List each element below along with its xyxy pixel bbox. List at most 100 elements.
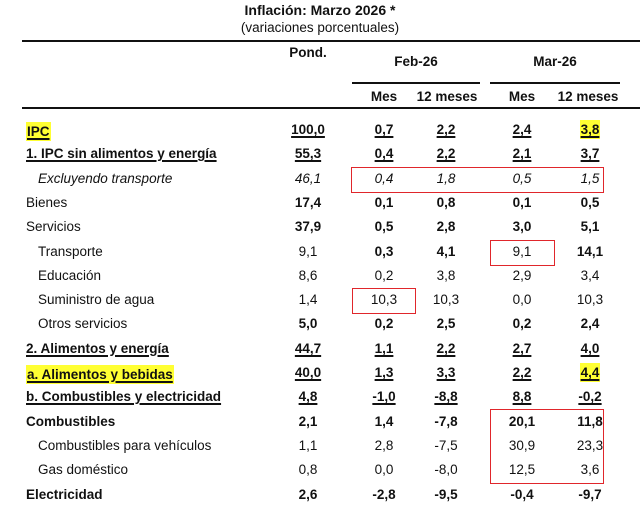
table-cell: 46,1 (278, 171, 338, 186)
cell-value: 0,4 (374, 170, 394, 186)
header-mar-12-meses: 12 meses (557, 89, 619, 104)
row-label: Educación (38, 267, 102, 283)
header-feb-12-meses: 12 meses (416, 89, 478, 104)
cell-value: 8,6 (298, 267, 318, 283)
cell-value: 0,3 (374, 243, 394, 259)
table-cell: 2,4 (492, 122, 552, 137)
cell-value: 17,4 (294, 194, 322, 210)
row-label: Excluyendo transporte (38, 170, 173, 186)
cell-value: 3,0 (512, 219, 532, 235)
table-cell: -9,5 (416, 487, 476, 502)
row-label: Suministro de agua (38, 292, 155, 308)
table-cell: 4,1 (416, 244, 476, 259)
row-label: Combustibles para vehículos (38, 437, 212, 453)
cell-value: 55,3 (294, 146, 322, 162)
table-cell: 3,0 (492, 219, 552, 234)
header-feb-mes: Mes (370, 89, 398, 104)
table-cell: 2,1 (492, 146, 552, 161)
cell-value: -0,4 (510, 486, 534, 502)
table-cell: 0,2 (354, 316, 414, 331)
cell-value: 2,1 (512, 146, 532, 162)
table-cell: 0,5 (354, 219, 414, 234)
table-cell: -8,0 (416, 462, 476, 477)
table-row: Suministro de agua 1,4 10,3 10,3 0,0 10,3 (0, 288, 640, 312)
table-cell: 11,8 (560, 414, 620, 429)
highlight-box-combustibles-mar (490, 409, 604, 484)
cell-value: 2,6 (298, 486, 318, 502)
table-cell: -0,2 (560, 389, 620, 404)
table-cell: 5,1 (560, 219, 620, 234)
table-cell: -7,8 (416, 414, 476, 429)
table-cell: 0,3 (354, 244, 414, 259)
table-cell: 3,7 (560, 146, 620, 161)
table-cell: 20,1 (492, 414, 552, 429)
table-row: IPC 100,0 0,7 2,2 2,4 3,8 (0, 118, 640, 142)
cell-value: 2,8 (374, 437, 394, 453)
cell-value: 3,8 (579, 120, 601, 139)
table-cell: 0,2 (354, 268, 414, 283)
table-cell: -8,8 (416, 389, 476, 404)
cell-value: 2,2 (436, 340, 456, 356)
table-row: Electricidad 2,6 -2,8 -9,5 -0,4 -9,7 (0, 483, 640, 507)
cell-value: 9,1 (298, 243, 318, 259)
table-cell: 3,4 (560, 268, 620, 283)
table-cell: 2,1 (278, 414, 338, 429)
header-bottom-rule (22, 107, 640, 109)
table-cell: -7,5 (416, 438, 476, 453)
cell-value: 0,2 (512, 316, 532, 332)
table-cell: 2,4 (560, 316, 620, 331)
table-cell: 0,0 (354, 462, 414, 477)
table-cell: 14,1 (560, 244, 620, 259)
table-cell: -2,8 (354, 487, 414, 502)
table-cell: 2,6 (278, 487, 338, 502)
cell-value: 100,0 (291, 122, 325, 137)
table-row: a. Alimentos y bebidas 40,0 1,3 3,3 2,2 4,4 (0, 361, 640, 385)
row-label: Combustibles (26, 413, 116, 429)
cell-value: 2,4 (580, 316, 600, 332)
row-label: b. Combustibles y electricidad (26, 389, 222, 405)
cell-value: 2,1 (298, 413, 318, 429)
row-label: Electricidad (26, 486, 103, 502)
table-cell: 8,6 (278, 268, 338, 283)
table-cell: 9,1 (278, 244, 338, 259)
table-cell: 0,8 (416, 195, 476, 210)
table-cell: 40,0 (278, 365, 338, 380)
cell-value: 2,4 (512, 122, 532, 137)
row-label: Otros servicios (38, 316, 128, 332)
cell-value: 4,4 (579, 363, 601, 382)
table-row: Combustibles 2,1 1,4 -7,8 20,1 11,8 (0, 410, 640, 434)
cell-value: -8,8 (434, 389, 458, 405)
table-cell: 2,2 (416, 146, 476, 161)
cell-value: 3,8 (436, 267, 456, 283)
cell-value: 2,2 (436, 146, 456, 162)
table-cell: 0,1 (354, 195, 414, 210)
cell-value: 0,5 (374, 219, 394, 235)
cell-value: 1,4 (374, 413, 394, 429)
cell-value: 0,5 (512, 170, 532, 186)
cell-value: 3,3 (436, 365, 456, 380)
table-cell: 3,6 (560, 462, 620, 477)
table-cell: 10,3 (354, 292, 414, 307)
cell-value: 5,0 (298, 316, 318, 332)
header-feb-26: Feb-26 (394, 54, 438, 69)
row-label: Gas doméstico (38, 462, 129, 478)
cell-value: 1,1 (298, 437, 318, 453)
mar-group-rule (490, 82, 620, 84)
cell-value: 0,0 (374, 462, 394, 478)
cell-value: 30,9 (508, 437, 536, 453)
table-cell: 3,8 (560, 120, 620, 139)
cell-value: 0,0 (512, 292, 532, 308)
table-row: b. Combustibles y electricidad 4,8 -1,0 -8,… (0, 385, 640, 409)
table-cell: 3,3 (416, 365, 476, 380)
table-cell: 10,3 (560, 292, 620, 307)
header-mar-26: Mar-26 (533, 54, 577, 69)
table-cell: 2,8 (354, 438, 414, 453)
cell-value: 1,5 (580, 170, 600, 186)
highlight-box-transporte-mar-mes (490, 240, 555, 266)
cell-value: 1,4 (298, 292, 318, 308)
table-cell: 4,8 (278, 389, 338, 404)
table-cell: 3,8 (416, 268, 476, 283)
table-row: Bienes 17,4 0,1 0,8 0,1 0,5 (0, 191, 640, 215)
table-cell: 30,9 (492, 438, 552, 453)
cell-value: 0,7 (374, 122, 394, 137)
